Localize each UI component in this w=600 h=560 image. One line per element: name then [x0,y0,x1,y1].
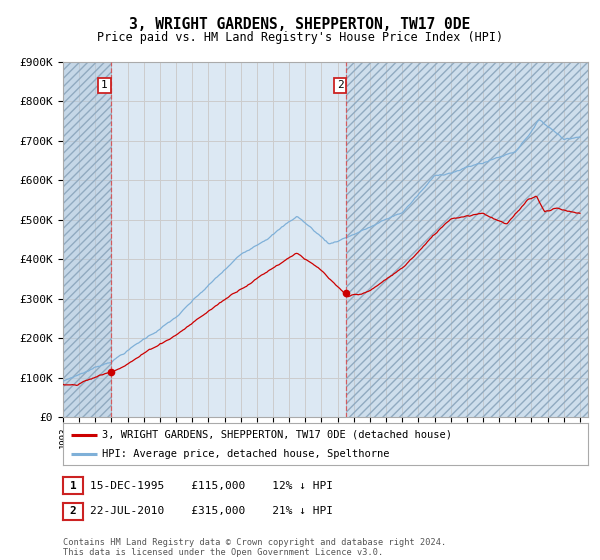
Text: Price paid vs. HM Land Registry's House Price Index (HPI): Price paid vs. HM Land Registry's House … [97,31,503,44]
Text: Contains HM Land Registry data © Crown copyright and database right 2024.
This d: Contains HM Land Registry data © Crown c… [63,538,446,557]
Text: 22-JUL-2010    £315,000    21% ↓ HPI: 22-JUL-2010 £315,000 21% ↓ HPI [90,506,333,516]
Text: 3, WRIGHT GARDENS, SHEPPERTON, TW17 0DE: 3, WRIGHT GARDENS, SHEPPERTON, TW17 0DE [130,17,470,32]
Text: 2: 2 [337,80,343,90]
Text: 15-DEC-1995    £115,000    12% ↓ HPI: 15-DEC-1995 £115,000 12% ↓ HPI [90,480,333,491]
Text: HPI: Average price, detached house, Spelthorne: HPI: Average price, detached house, Spel… [103,449,390,459]
Text: 1: 1 [101,80,108,90]
Text: 2: 2 [70,506,76,516]
Text: 3, WRIGHT GARDENS, SHEPPERTON, TW17 0DE (detached house): 3, WRIGHT GARDENS, SHEPPERTON, TW17 0DE … [103,430,452,440]
Text: 1: 1 [70,480,76,491]
